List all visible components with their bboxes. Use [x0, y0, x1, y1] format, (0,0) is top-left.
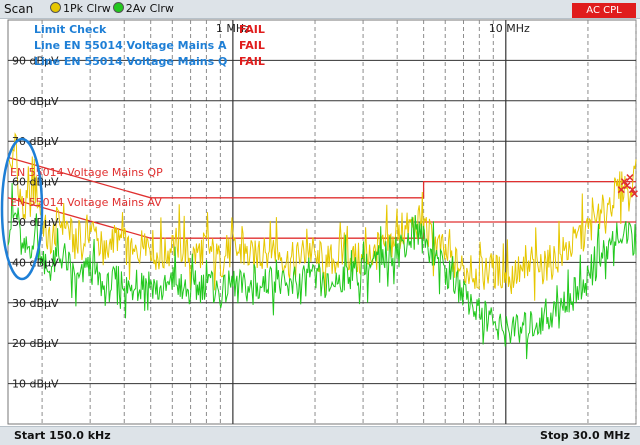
av-limit-label: EN 55014 Voltage Mains AV [10, 196, 162, 209]
limit-row-result: FAIL [239, 55, 265, 68]
fail-marker [623, 182, 631, 190]
limit-row-result: FAIL [239, 39, 265, 52]
limit-row-name: Line EN 55014 Voltage Mains A [34, 39, 227, 52]
x-axis-labels: 1 MHz 10 MHz [216, 22, 530, 35]
limit-row-name: Line EN 55014 Voltage Mains Q [34, 55, 227, 68]
frequency-span-bar: Start 150.0 kHz Stop 30.0 MHz [0, 426, 640, 445]
trace1-label[interactable]: 1Pk Clrw [63, 2, 111, 15]
fail-marker [620, 178, 628, 186]
trace2-dot-icon [112, 2, 124, 13]
grid [7, 19, 637, 425]
scan-title: Scan [4, 2, 34, 16]
trace2-label[interactable]: 2Av Clrw [125, 2, 174, 15]
x-tick-label: 1 MHz [216, 22, 250, 35]
y-tick-label: 20 dBµV [12, 337, 59, 350]
start-frequency[interactable]: Start 150.0 kHz [14, 429, 111, 442]
y-tick-label: 60 dBµV [12, 176, 59, 189]
y-tick-label: 10 dBµV [12, 378, 59, 391]
limit-check-heading: Limit Check [34, 23, 107, 36]
fail-marker [617, 186, 625, 194]
average-trace [7, 182, 637, 360]
x-tick-label: 10 MHz [489, 22, 530, 35]
trace1-dot-icon [50, 2, 61, 13]
fail-marker [630, 190, 638, 198]
fail-marker [626, 174, 634, 182]
trace-legend-bar: Scan 1Pk Clrw 2Av Clrw AC CPL [0, 0, 640, 19]
qp-limit-line [7, 156, 636, 199]
qp-limit-label: EN 55014 Voltage Mains QP [10, 166, 163, 179]
trace-legend: 1Pk Clrw 2Av Clrw [44, 2, 174, 15]
limit-lines [7, 156, 636, 239]
highlight-ellipse [0, 137, 44, 281]
limit-check-heading-result: FAIL [239, 23, 265, 36]
ac-coupling-badge[interactable]: AC CPL [572, 3, 636, 18]
peak-trace [7, 132, 637, 301]
y-tick-label: 50 dBµV [12, 216, 59, 229]
fail-marker [628, 186, 636, 194]
traces [7, 132, 638, 360]
y-tick-label: 90 dBµV [12, 54, 59, 67]
av-limit-line [7, 197, 636, 239]
y-tick-label: 80 dBµV [12, 95, 59, 108]
y-tick-label: 30 dBµV [12, 297, 59, 310]
y-tick-label: 70 dBµV [12, 135, 59, 148]
stop-frequency[interactable]: Stop 30.0 MHz [540, 429, 630, 442]
